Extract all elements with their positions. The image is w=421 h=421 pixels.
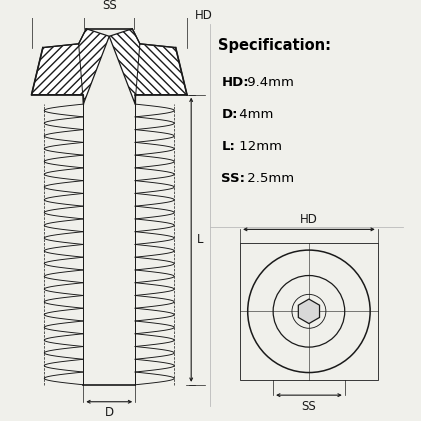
Text: L: L bbox=[197, 233, 203, 246]
Text: 2.5mm: 2.5mm bbox=[242, 172, 294, 185]
Polygon shape bbox=[109, 29, 187, 104]
Text: SS:: SS: bbox=[221, 172, 245, 185]
Text: SS: SS bbox=[301, 400, 316, 413]
Text: D: D bbox=[105, 406, 114, 419]
Text: HD: HD bbox=[300, 213, 318, 226]
Text: Specification:: Specification: bbox=[218, 38, 330, 53]
Bar bbox=[240, 242, 378, 380]
Text: HD: HD bbox=[195, 9, 212, 22]
Polygon shape bbox=[32, 29, 109, 104]
Text: 9.4mm: 9.4mm bbox=[242, 76, 293, 89]
Text: L:: L: bbox=[221, 140, 235, 153]
Text: SS: SS bbox=[102, 0, 117, 12]
Text: 12mm: 12mm bbox=[235, 140, 282, 153]
Polygon shape bbox=[298, 299, 320, 324]
Text: 4mm: 4mm bbox=[235, 108, 274, 121]
Text: D:: D: bbox=[221, 108, 238, 121]
Text: HD:: HD: bbox=[221, 76, 249, 89]
